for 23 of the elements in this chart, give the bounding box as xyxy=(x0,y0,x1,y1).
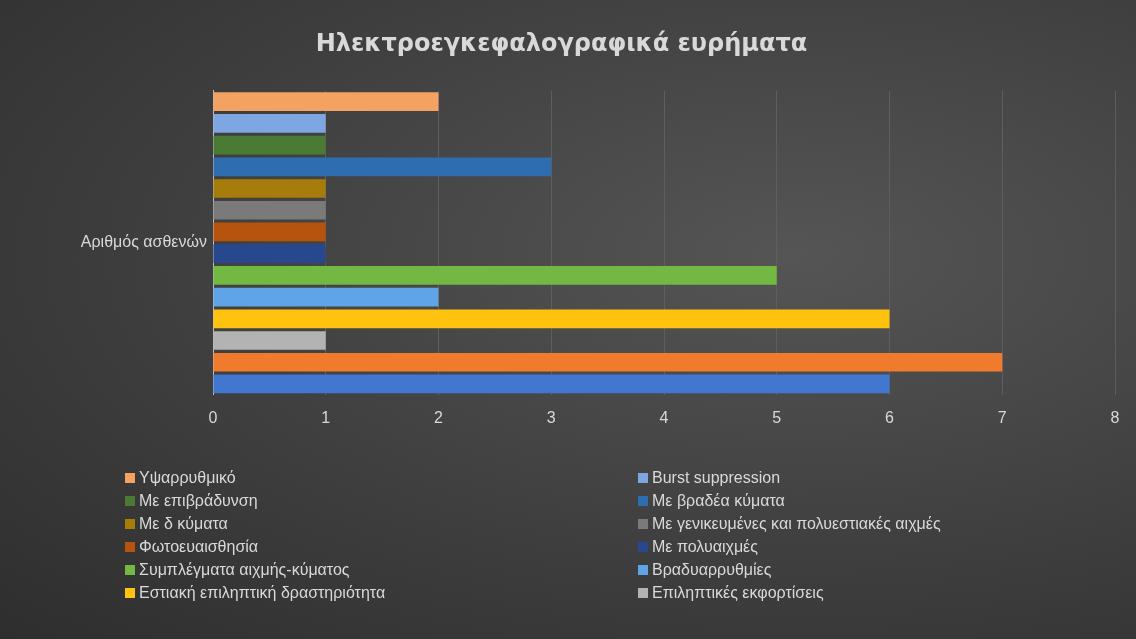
legend-label: Επιληπτικές εκφορτίσεις xyxy=(652,583,824,602)
x-tick-label: 1 xyxy=(321,408,331,426)
legend-label: Βραδυαρρυθμίες xyxy=(652,560,772,579)
x-tick-label: 5 xyxy=(772,408,782,426)
x-tick-label: 7 xyxy=(997,408,1007,426)
legend-label: Με βραδέα κύματα xyxy=(652,491,785,510)
chart-title: Ηλεκτροεγκεφαλογραφικά ευρήματα xyxy=(315,28,808,57)
legend-label: Με πολυαιχμές xyxy=(652,537,758,556)
legend-label: Με επιβράδυνση xyxy=(139,491,258,510)
legend-label: Συμπλέγματα αιχμής-κύματος xyxy=(139,560,350,579)
x-tick-label: 3 xyxy=(546,408,556,426)
legend-label: Burst suppression xyxy=(652,468,781,487)
legend-label: Με γενικευμένες και πολυεστιακές αιχμές xyxy=(652,514,941,533)
legend-label: Με δ κύματα xyxy=(139,514,228,533)
y-axis-title: Αριθμός ασθενών xyxy=(80,233,207,251)
x-tick-label: 0 xyxy=(208,408,218,426)
x-tick-label: 8 xyxy=(1110,408,1120,426)
x-tick-label: 2 xyxy=(434,408,444,426)
legend-label: Εστιακή επιληπτική δραστηριότητα xyxy=(139,583,386,602)
legend-label: Φωτοευαισθησία xyxy=(139,537,259,556)
x-tick-label: 4 xyxy=(659,408,669,426)
x-tick-label: 6 xyxy=(885,408,895,426)
legend-label: Υψαρρυθμικό xyxy=(139,468,236,487)
